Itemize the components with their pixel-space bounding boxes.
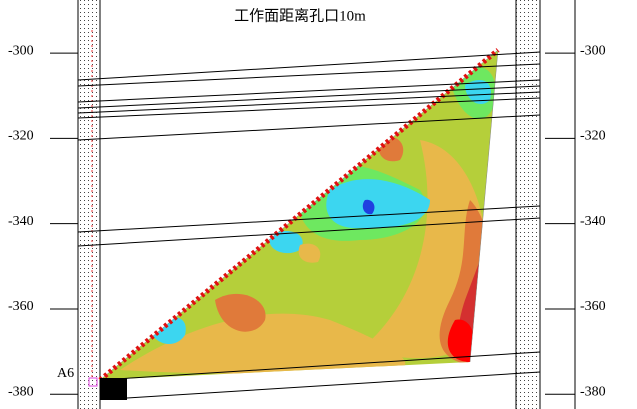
y-tick-label: -380 <box>580 384 606 399</box>
working-face <box>98 48 500 382</box>
y-tick-label: -380 <box>8 384 34 399</box>
y-tick-label: -320 <box>8 129 34 144</box>
strata-lines <box>77 51 541 399</box>
borehole-collar <box>100 378 127 400</box>
sensor-marker <box>88 377 98 387</box>
y-tick-label: -360 <box>580 299 606 314</box>
y-tick-label: -300 <box>8 43 34 58</box>
y-tick-label: -360 <box>8 299 34 314</box>
y-tick-label: -340 <box>8 214 34 229</box>
chart-title: 工作面距离孔口10m <box>234 7 366 24</box>
y-tick-label: -340 <box>580 214 606 229</box>
borehole-right <box>516 0 540 409</box>
annotation: A6 <box>57 366 74 381</box>
borehole-left <box>79 0 100 409</box>
y-tick-label: -320 <box>580 129 606 144</box>
y-tick-label: -300 <box>580 43 606 58</box>
